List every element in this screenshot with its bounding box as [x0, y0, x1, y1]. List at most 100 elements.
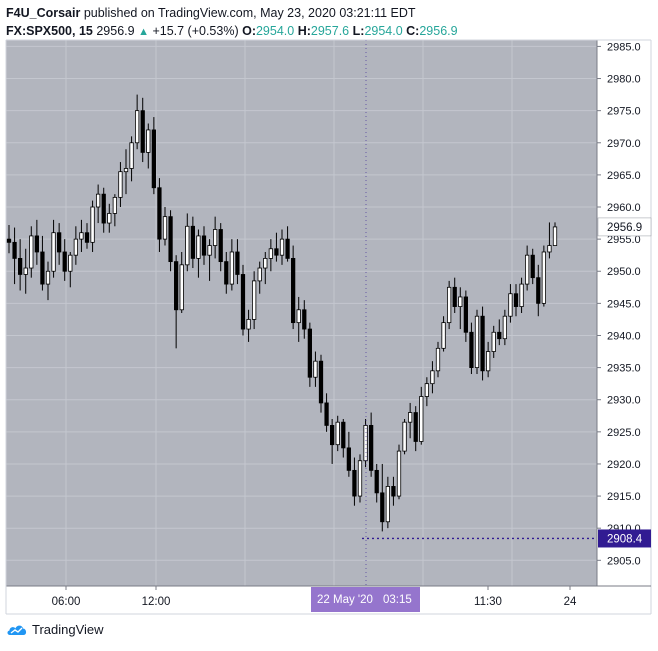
candle-up	[296, 309, 301, 324]
open-label: O:	[242, 24, 256, 38]
candle-down	[274, 248, 279, 256]
price-tick-label: 2945.0	[607, 298, 641, 310]
price-axis[interactable]: 2905.02910.02915.02920.02925.02930.02935…	[596, 40, 652, 614]
candle-up	[185, 225, 190, 266]
candle-up	[357, 460, 363, 497]
candle-up	[279, 238, 285, 256]
candle-down	[224, 261, 229, 285]
low-value: 2954.0	[364, 24, 403, 38]
candle-up	[207, 245, 212, 256]
symbol-interval[interactable]: FX:SPX500, 15	[6, 24, 93, 38]
candle-up	[408, 412, 413, 423]
candle-up	[73, 238, 78, 256]
candle-up	[90, 206, 95, 243]
candle-up	[246, 319, 251, 330]
candle-up	[396, 450, 402, 497]
candle-up	[179, 264, 184, 311]
candle-down	[34, 235, 39, 253]
candle-up	[45, 270, 51, 285]
candle-down	[218, 229, 223, 263]
change-text: +15.7 (+0.53%)	[152, 24, 239, 38]
crosshair-time-label-bg	[311, 587, 420, 612]
axis-labels: 2956.9 2908.4 22 May '20 03:15	[311, 217, 652, 612]
last-price: 2956.9	[96, 24, 135, 38]
ohlc-line: FX:SPX500, 15 2956.9 ▲ +15.7 (+0.53%) O:…	[6, 23, 656, 40]
candle-down	[18, 257, 23, 275]
time-tick-label: 06:00	[52, 596, 81, 608]
published-text: published on TradingView.com, May 23, 20…	[83, 6, 416, 20]
time-tick-label: 11:30	[474, 596, 502, 608]
tradingview-logo[interactable]: TradingView	[6, 622, 104, 637]
candle-up	[363, 425, 368, 462]
crosshair	[362, 40, 596, 586]
candle-down	[140, 110, 145, 153]
candle-down	[469, 331, 474, 369]
tradingview-cloud-icon	[7, 625, 27, 635]
author-name[interactable]: F4U_Corsair	[6, 6, 81, 20]
price-tick-label: 2930.0	[607, 395, 641, 407]
candles	[6, 94, 558, 532]
candle-down	[174, 261, 179, 311]
high-label: H:	[297, 24, 311, 38]
candle-down	[536, 277, 541, 304]
candle-up	[123, 168, 129, 173]
price-tick-label: 2970.0	[607, 138, 641, 150]
candle-up	[435, 347, 441, 372]
candle-up	[129, 142, 134, 169]
time-tick-label: 24	[564, 596, 577, 608]
candle-up	[419, 396, 424, 442]
candle-up	[430, 370, 435, 385]
candle-down	[157, 187, 162, 240]
candle-up	[268, 248, 273, 259]
price-tick-label: 2985.0	[607, 41, 641, 53]
time-axis[interactable]: 24 06:00 12:00 11:30	[5, 39, 651, 615]
candle-up	[162, 216, 168, 240]
candle-up	[79, 232, 84, 240]
candle-down	[12, 241, 17, 259]
candle-down	[380, 492, 385, 523]
candle-up	[118, 171, 123, 198]
price-tick-label: 2955.0	[607, 234, 641, 246]
candle-up	[525, 254, 530, 285]
price-tick-label: 2940.0	[607, 330, 641, 342]
up-arrow-icon: ▲	[138, 26, 149, 38]
price-axis-bg	[597, 40, 651, 586]
candle-down	[452, 286, 457, 307]
candle-down	[62, 251, 67, 272]
candle-up	[335, 421, 340, 446]
candle-down	[346, 447, 351, 471]
candle-up	[68, 254, 73, 272]
candle-up	[23, 267, 28, 275]
candle-down	[235, 251, 240, 275]
candle-up	[552, 226, 558, 246]
candle-up	[29, 235, 34, 269]
candle-down	[291, 257, 296, 324]
candle-up	[107, 213, 112, 224]
candle-up	[491, 331, 496, 352]
price-tick-label: 2915.0	[607, 491, 641, 503]
candle-down	[369, 425, 374, 471]
price-tick-label: 2950.0	[607, 266, 641, 278]
candle-up	[541, 251, 546, 304]
candle-down	[285, 238, 290, 259]
crosshair-time-label: 22 May '20	[317, 594, 373, 606]
candle-down	[330, 425, 335, 446]
close-value: 2956.9	[419, 24, 458, 38]
candle-down	[307, 328, 312, 378]
candle-up	[424, 383, 429, 397]
price-tick-label: 2905.0	[607, 555, 641, 567]
candle-up	[196, 235, 201, 259]
candle-up	[229, 251, 234, 285]
candle-up	[146, 129, 151, 153]
price-tick-label: 2980.0	[607, 74, 641, 86]
candle-up	[502, 315, 507, 340]
candle-up	[135, 110, 140, 144]
last-price-label: 2956.9	[607, 222, 642, 234]
time-axis-bg	[6, 586, 597, 614]
candle-down	[324, 402, 329, 426]
plot-area[interactable]	[6, 40, 597, 586]
candle-up	[257, 267, 262, 282]
candle-down	[352, 469, 357, 497]
candle-down	[497, 331, 502, 340]
